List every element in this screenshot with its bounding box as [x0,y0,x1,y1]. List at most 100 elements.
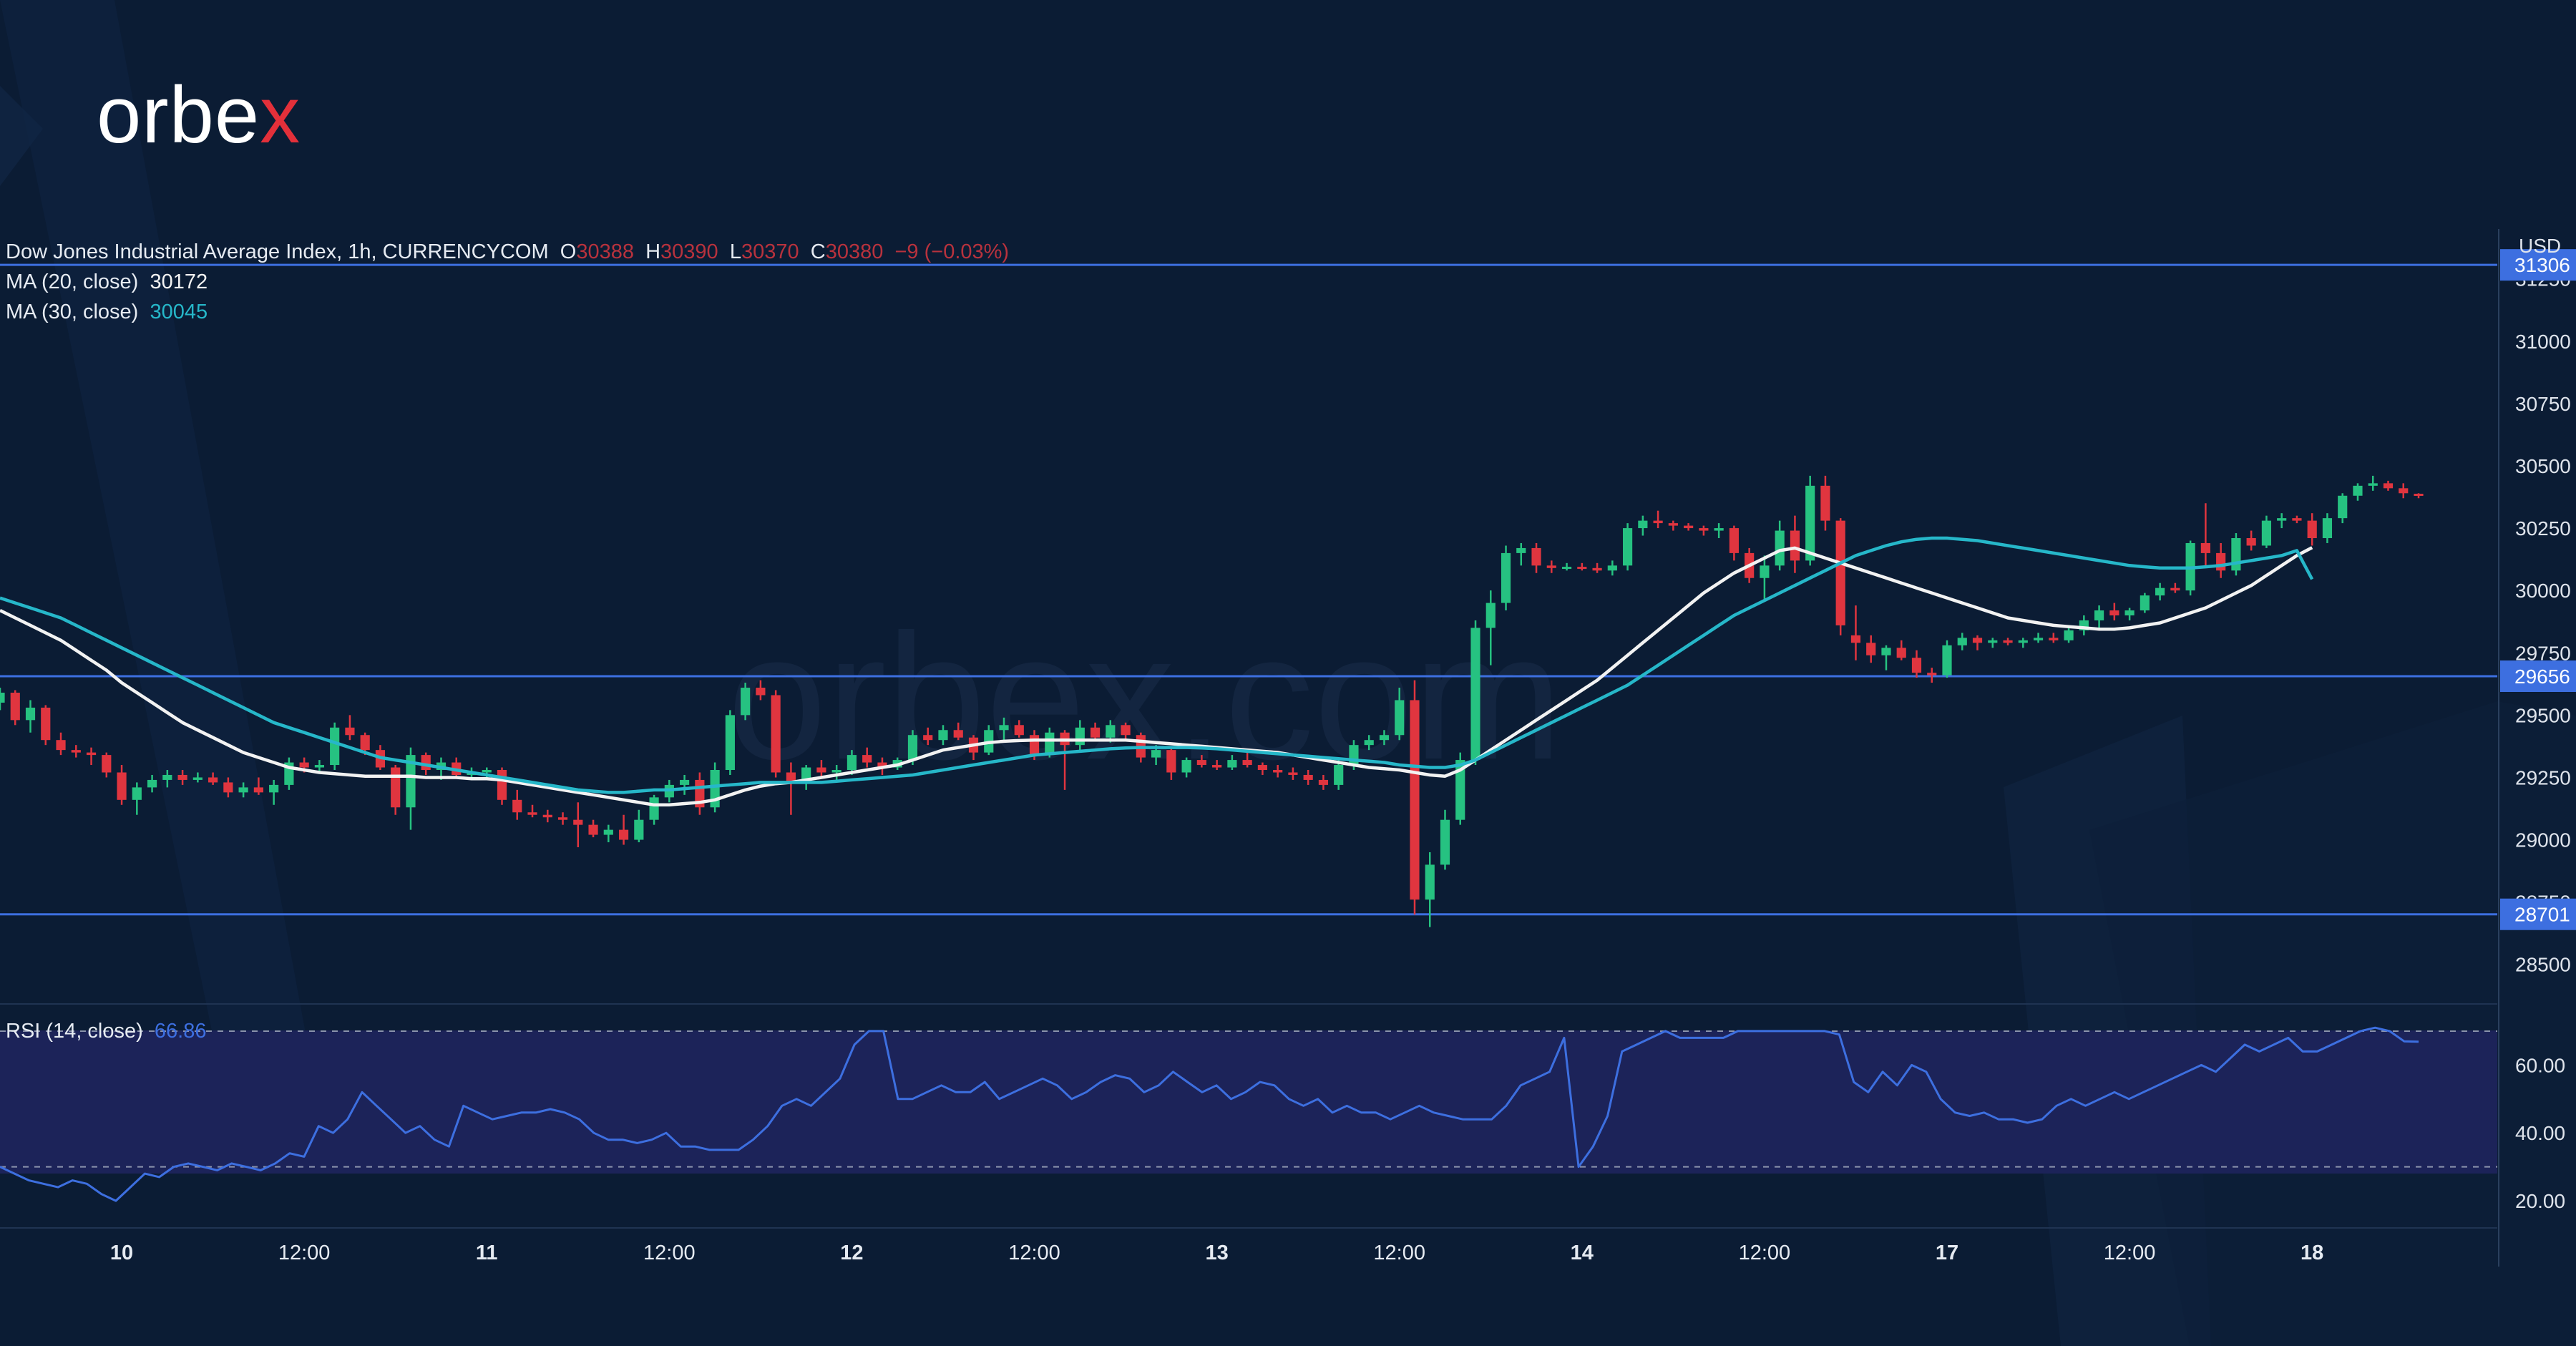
price-tick-label: 28500 [2515,954,2571,976]
open-label: O [560,240,577,263]
candle-body [1166,750,1176,773]
candle-body [238,787,248,793]
candle-body [10,693,20,721]
candle-body [999,725,1009,731]
candle-body [527,812,537,815]
candle-body [162,774,172,780]
candle-body [862,755,872,763]
close-label: C [810,240,826,263]
candle-body [1303,774,1313,780]
candle-body [1896,648,1906,658]
ma20-line [0,546,2313,807]
orbex-logo: orbex [97,69,301,161]
price-tick-label: 30750 [2515,393,2571,415]
level-price-tag [2500,249,2576,281]
candle-body [1927,673,1937,676]
ma30-label: MA (30, close) [6,301,139,323]
symbol-title: Dow Jones Industrial Average Index, 1h, … [6,240,549,263]
time-axis: 10 12:00 11 12:00 12 12:00 13 12:00 14 12:00 17 12:… [110,1242,2323,1264]
horizontal-levels [0,263,2497,916]
time-tick-label: 12:00 [278,1242,331,1264]
logo-accent: x [260,70,301,160]
candle-body [1455,760,1465,820]
candle-body [1288,772,1298,775]
candle-body [1775,530,1785,566]
candle-body [360,735,370,751]
candle-body [1501,552,1511,603]
candle-body [2261,520,2272,546]
time-tick-label: 12 [840,1242,863,1264]
candle-body [1014,725,1024,736]
level-price-label: 31306 [2514,254,2570,276]
rsi-line [0,1026,2419,1202]
candle-body [816,767,826,773]
candle-body [2018,640,2028,643]
candle-body [1957,638,1967,645]
candle-body [1911,658,1922,673]
rsi-legend: RSI (14, close) 66.86 [6,1020,207,1043]
time-tick-label: 14 [1571,1242,1594,1264]
ma30-legend: MA (30, close) 30045 [6,301,208,324]
high-label: H [645,240,661,263]
candle-body [1729,528,1739,553]
candle-body [2292,518,2302,521]
candle-body [2200,542,2210,553]
candle-body [2155,587,2165,596]
candle-body [497,770,507,800]
high-value: 30390 [660,240,718,263]
candle-body [938,730,948,741]
time-tick-label: 17 [1936,1242,1958,1264]
rsi-value: 66.86 [154,1020,207,1043]
rsi-tick-label: 40.00 [2515,1122,2565,1144]
candle-body [71,750,81,753]
candle-body [1227,760,1237,768]
candle-body [1699,528,1709,531]
rsi-label: RSI (14, close) [6,1020,143,1043]
candle-body [573,819,583,825]
candle-body [588,824,598,835]
candle-body [1029,735,1040,756]
candle-body [1470,628,1480,761]
time-tick-label: 12:00 [1373,1242,1425,1264]
candle-body [649,797,659,820]
price-tick-label: 30250 [2515,517,2571,540]
candle-body [1653,520,1663,524]
candle-body [1714,528,1724,531]
rsi-indicator [0,1026,2497,1202]
candle-body [1151,750,1161,758]
price-axis: 3125031000307503050030250300002975029500… [2500,249,2576,1212]
candle-body [741,688,751,716]
candle-body [1121,725,1131,736]
price-tick-label: 29500 [2515,704,2571,726]
candle-body [1866,643,1876,655]
candle-body [557,817,568,820]
ma20-legend: MA (20, close) 30172 [6,270,208,294]
candle-body [2322,518,2333,538]
candle-body [771,695,781,773]
candle-body [1334,765,1344,785]
change-value: −9 (−0.03%) [894,240,1010,263]
candle-body [1577,567,1587,570]
candle-body [253,787,263,793]
candle-body [1196,760,1206,766]
logo-text: orbe [97,70,260,160]
candle-body [1257,765,1267,770]
candle-body [1561,567,1572,570]
rsi-band [0,1030,2497,1174]
ma30-line [0,536,2314,794]
time-tick-label: 12:00 [643,1242,696,1264]
time-tick-label: 12:00 [1739,1242,1791,1264]
price-tick-label: 29250 [2515,766,2571,789]
candle-body [117,772,127,800]
candle-body [1607,565,1617,571]
time-tick-label: 18 [2301,1242,2323,1264]
candle-body [2368,483,2378,486]
candle-body [2003,640,2013,643]
candle-body [330,727,340,766]
candle-body [1805,485,1815,561]
currency-label: USD [2519,235,2562,257]
candle-body [1850,635,1861,643]
price-tick-label: 30500 [2515,455,2571,477]
candle-body [1881,648,1891,655]
time-tick-label: 11 [476,1242,498,1264]
